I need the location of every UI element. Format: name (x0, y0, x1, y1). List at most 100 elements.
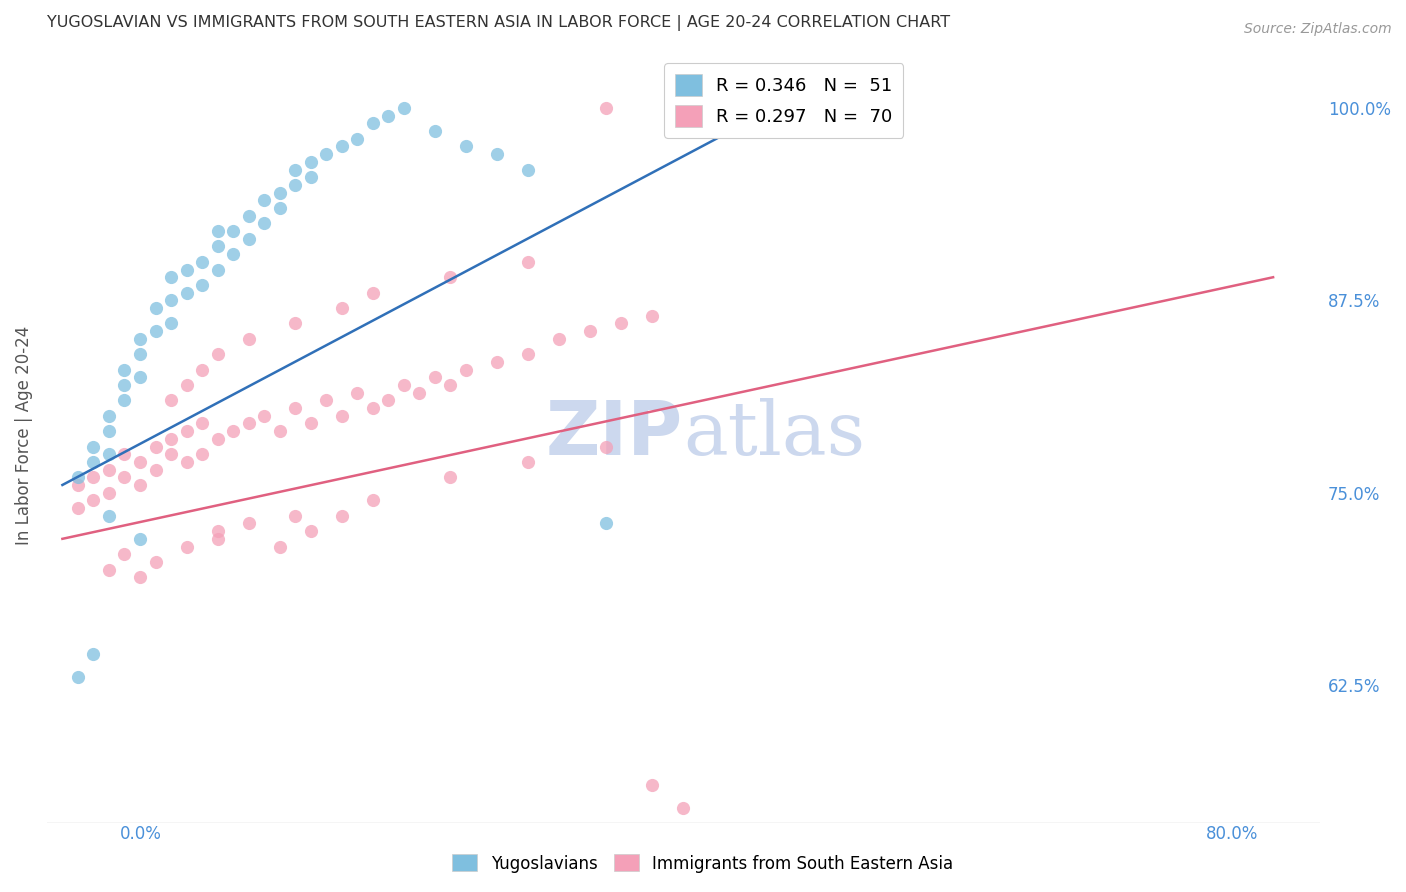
Legend: Yugoslavians, Immigrants from South Eastern Asia: Yugoslavians, Immigrants from South East… (446, 847, 960, 880)
Point (160, 270, 183, 285)
Point (299, 154, 322, 169)
Point (392, 101, 415, 115)
Point (129, 532, 152, 546)
Point (269, 186, 291, 200)
Point (207, 532, 229, 546)
Point (284, 162, 307, 177)
Point (145, 440, 167, 454)
Point (145, 324, 167, 338)
Point (82, 455, 104, 469)
Point (454, 139, 477, 153)
Point (176, 285, 198, 300)
Point (66, 470, 89, 484)
Point (346, 132, 368, 146)
Point (176, 455, 198, 469)
Point (485, 355, 508, 369)
Point (114, 362, 136, 376)
Point (595, 101, 617, 115)
Point (129, 332, 152, 346)
Point (114, 547, 136, 561)
Point (361, 401, 384, 415)
Point (160, 293, 183, 308)
Point (191, 447, 214, 461)
Point (114, 378, 136, 392)
Point (377, 109, 399, 123)
Point (98, 508, 121, 523)
Y-axis label: In Labor Force | Age 20-24: In Labor Force | Age 20-24 (15, 326, 32, 545)
Point (579, 324, 602, 338)
Point (191, 277, 214, 292)
Point (641, 309, 664, 323)
Point (160, 317, 183, 331)
Point (82, 647, 104, 661)
Point (361, 493, 384, 508)
Point (191, 362, 214, 376)
Point (330, 301, 353, 315)
Point (330, 508, 353, 523)
Point (315, 393, 337, 408)
Point (238, 209, 260, 223)
Point (238, 516, 260, 531)
Point (98, 447, 121, 461)
Point (238, 332, 260, 346)
Point (129, 570, 152, 584)
Point (408, 385, 430, 400)
Point (439, 470, 461, 484)
Point (222, 224, 245, 238)
Point (222, 424, 245, 438)
Point (238, 417, 260, 431)
Point (423, 370, 446, 384)
Point (253, 194, 276, 208)
Point (517, 255, 540, 269)
Point (346, 385, 368, 400)
Point (253, 216, 276, 230)
Point (207, 224, 229, 238)
Point (269, 201, 291, 215)
Point (439, 270, 461, 285)
Point (517, 347, 540, 361)
Point (98, 424, 121, 438)
Point (176, 262, 198, 277)
Point (377, 393, 399, 408)
Point (98, 485, 121, 500)
Point (284, 317, 307, 331)
Point (207, 239, 229, 253)
Point (82, 470, 104, 484)
Point (610, 317, 633, 331)
Point (160, 393, 183, 408)
Point (82, 493, 104, 508)
Point (299, 417, 322, 431)
Point (517, 455, 540, 469)
Point (98, 409, 121, 423)
Point (269, 424, 291, 438)
Point (129, 478, 152, 492)
Point (129, 370, 152, 384)
Point (672, 801, 695, 815)
Point (82, 440, 104, 454)
Point (423, 124, 446, 138)
Point (207, 524, 229, 538)
Point (392, 378, 415, 392)
Point (517, 162, 540, 177)
Text: YUGOSLAVIAN VS IMMIGRANTS FROM SOUTH EASTERN ASIA IN LABOR FORCE | AGE 20-24 COR: YUGOSLAVIAN VS IMMIGRANTS FROM SOUTH EAS… (46, 15, 950, 31)
Point (330, 139, 353, 153)
Point (361, 116, 384, 130)
Point (315, 147, 337, 161)
Point (176, 540, 198, 554)
Point (238, 232, 260, 246)
Point (66, 501, 89, 516)
Point (284, 178, 307, 192)
Point (160, 432, 183, 446)
Text: Source: ZipAtlas.com: Source: ZipAtlas.com (1244, 22, 1392, 37)
Point (222, 247, 245, 261)
Point (595, 516, 617, 531)
Point (641, 778, 664, 792)
Text: atlas: atlas (683, 399, 866, 472)
Point (284, 508, 307, 523)
Point (145, 462, 167, 476)
Point (454, 362, 477, 376)
Point (284, 401, 307, 415)
Point (191, 255, 214, 269)
Point (129, 347, 152, 361)
Point (145, 555, 167, 569)
